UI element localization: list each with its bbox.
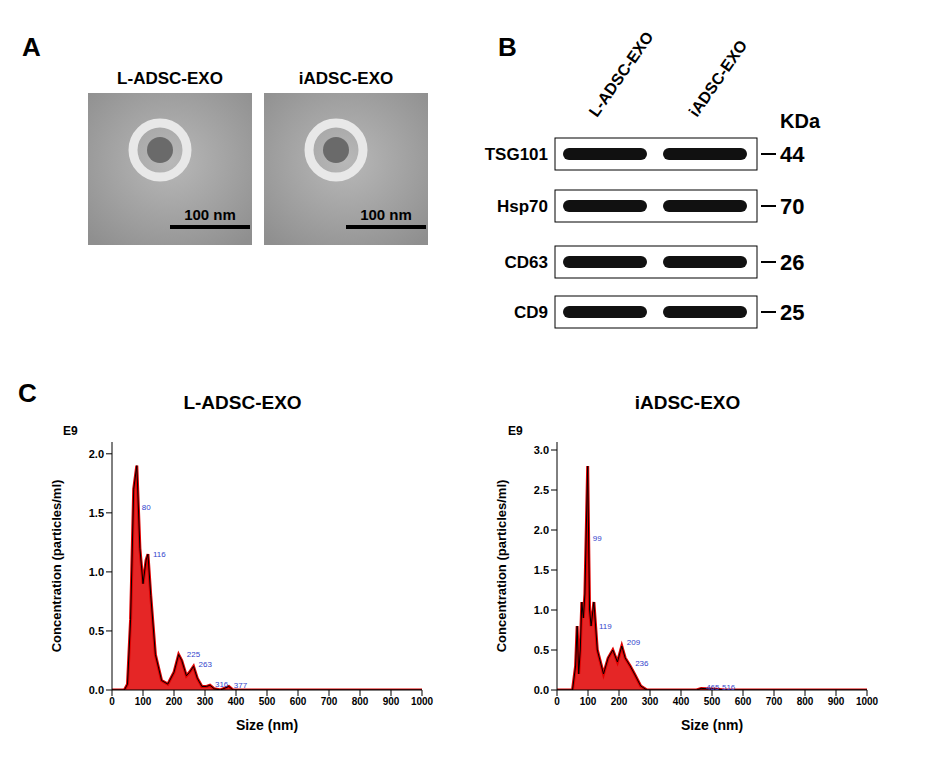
svg-text:0: 0 xyxy=(109,696,115,707)
svg-text:2.0: 2.0 xyxy=(534,524,549,536)
svg-text:377: 377 xyxy=(234,681,248,690)
svg-text:119: 119 xyxy=(599,622,612,631)
svg-text:0: 0 xyxy=(554,696,560,707)
svg-text:A: A xyxy=(22,32,41,62)
svg-text:100 nm: 100 nm xyxy=(360,206,412,223)
svg-text:TSG101: TSG101 xyxy=(485,145,548,164)
svg-text:100 nm: 100 nm xyxy=(184,206,236,223)
svg-text:L-ADSC-EXO: L-ADSC-EXO xyxy=(117,69,223,88)
svg-text:1000: 1000 xyxy=(411,696,434,707)
svg-text:116: 116 xyxy=(153,550,166,559)
svg-text:0.5: 0.5 xyxy=(534,644,549,656)
svg-text:0.0: 0.0 xyxy=(534,684,549,696)
svg-text:80: 80 xyxy=(142,503,151,512)
svg-text:B: B xyxy=(498,32,517,62)
svg-text:209: 209 xyxy=(627,638,641,647)
svg-text:700: 700 xyxy=(321,696,338,707)
svg-text:1.5: 1.5 xyxy=(534,564,549,576)
svg-text:Size (nm): Size (nm) xyxy=(681,717,743,733)
svg-text:KDa: KDa xyxy=(780,110,821,132)
html-text:E9: E9 xyxy=(508,424,523,438)
svg-text:100: 100 xyxy=(135,696,152,707)
svg-text:400: 400 xyxy=(673,696,690,707)
svg-text:600: 600 xyxy=(735,696,752,707)
svg-text:1000: 1000 xyxy=(856,696,879,707)
svg-text:300: 300 xyxy=(197,696,214,707)
svg-text:25: 25 xyxy=(780,300,804,325)
svg-text:iADSC-EXO: iADSC-EXO xyxy=(299,69,393,88)
svg-text:70: 70 xyxy=(780,194,804,219)
svg-text:3.0: 3.0 xyxy=(534,444,549,456)
svg-text:1.0: 1.0 xyxy=(89,566,104,578)
html-text:E9: E9 xyxy=(63,424,78,438)
svg-text:316: 316 xyxy=(215,680,229,689)
svg-text:200: 200 xyxy=(611,696,628,707)
svg-text:516: 516 xyxy=(722,683,736,692)
svg-text:Concentration (particles/ml): Concentration (particles/ml) xyxy=(49,480,64,653)
svg-text:465: 465 xyxy=(706,683,720,692)
svg-text:500: 500 xyxy=(259,696,276,707)
svg-text:0.5: 0.5 xyxy=(89,625,104,637)
svg-text:900: 900 xyxy=(828,696,845,707)
svg-text:2.0: 2.0 xyxy=(89,448,104,460)
html-text:iADSC-EXO: iADSC-EXO xyxy=(634,392,741,413)
html-text:C: C xyxy=(18,378,37,408)
svg-text:Hsp70: Hsp70 xyxy=(497,197,548,216)
svg-text:800: 800 xyxy=(797,696,814,707)
svg-text:900: 900 xyxy=(383,696,400,707)
svg-text:200: 200 xyxy=(166,696,183,707)
svg-text:Concentration (particles/ml): Concentration (particles/ml) xyxy=(494,480,509,653)
svg-text:400: 400 xyxy=(228,696,245,707)
html-text:L-ADSC-EXO: L-ADSC-EXO xyxy=(183,392,302,413)
svg-text:CD9: CD9 xyxy=(514,303,548,322)
svg-text:44: 44 xyxy=(780,142,805,167)
svg-text:263: 263 xyxy=(199,660,213,669)
svg-text:Size (nm): Size (nm) xyxy=(236,717,298,733)
svg-text:L-ADSC-EXO: L-ADSC-EXO xyxy=(586,28,657,119)
svg-text:300: 300 xyxy=(642,696,659,707)
svg-text:99: 99 xyxy=(593,534,602,543)
svg-text:500: 500 xyxy=(704,696,721,707)
svg-text:26: 26 xyxy=(780,250,804,275)
svg-text:iADSC-EXO: iADSC-EXO xyxy=(686,37,751,120)
svg-text:225: 225 xyxy=(187,650,201,659)
svg-text:1.5: 1.5 xyxy=(89,507,104,519)
svg-text:600: 600 xyxy=(290,696,307,707)
svg-text:700: 700 xyxy=(766,696,783,707)
svg-text:236: 236 xyxy=(635,659,649,668)
svg-text:100: 100 xyxy=(580,696,597,707)
svg-text:1.0: 1.0 xyxy=(534,604,549,616)
svg-text:800: 800 xyxy=(352,696,369,707)
svg-text:0.0: 0.0 xyxy=(89,684,104,696)
svg-text:2.5: 2.5 xyxy=(534,484,549,496)
svg-text:CD63: CD63 xyxy=(505,253,548,272)
